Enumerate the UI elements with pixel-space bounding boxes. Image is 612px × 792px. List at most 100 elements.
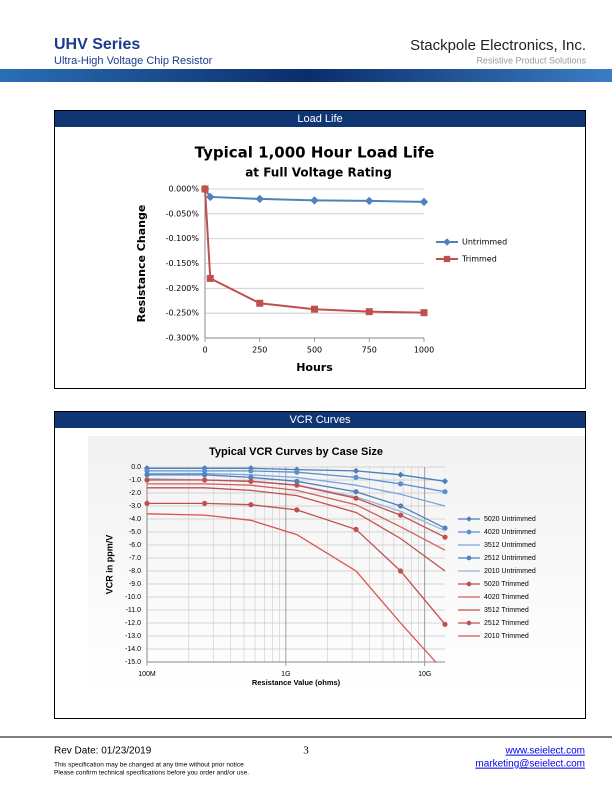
notice: This specification may be changed at any…: [54, 762, 244, 769]
marker: [206, 192, 215, 202]
marker: [365, 196, 374, 206]
marker: [466, 620, 472, 626]
y-tick-label: -5.0: [129, 529, 141, 536]
y-tick-label: -0.200%: [166, 284, 200, 293]
marker: [353, 526, 359, 533]
x-tick-label: 500: [307, 346, 322, 355]
marker: [201, 185, 209, 193]
marker: [397, 503, 404, 509]
marker: [365, 308, 373, 316]
marker: [466, 529, 472, 535]
website-link[interactable]: www.seielect.com: [505, 746, 585, 757]
legend-label: 2512 Untrimmed: [484, 555, 536, 562]
y-tick-label: -6.0: [129, 542, 141, 549]
section-heading: Load Life: [297, 113, 342, 125]
legend-label: Trimmed: [461, 255, 497, 264]
marker: [397, 568, 404, 574]
chart-subtitle: at Full Voltage Rating: [245, 166, 392, 180]
marker: [397, 512, 404, 518]
x-tick-label: 1G: [281, 671, 290, 678]
notice: Please confirm technical specifications …: [54, 770, 249, 777]
marker: [256, 299, 264, 307]
x-tick-label: 0: [202, 346, 207, 355]
marker: [443, 238, 451, 246]
marker: [442, 621, 448, 627]
marker: [466, 581, 472, 587]
marker: [202, 472, 208, 478]
marker: [311, 305, 318, 313]
marker: [248, 474, 254, 480]
marker: [202, 500, 208, 506]
series-line: [204, 188, 425, 314]
marker: [144, 500, 150, 506]
marker: [144, 472, 150, 478]
y-tick-label: -13.0: [125, 633, 141, 640]
email-link[interactable]: marketing@seielect.com: [475, 759, 585, 770]
marker: [441, 478, 449, 485]
legend-label: 4020 Untrimmed: [484, 529, 536, 536]
x-tick-label: 750: [362, 346, 377, 355]
y-tick-label: -8.0: [129, 568, 141, 575]
y-tick-label: -9.0: [129, 581, 141, 588]
y-tick-label: -0.150%: [166, 259, 200, 268]
marker: [353, 474, 359, 480]
y-tick-label: -10.0: [125, 594, 141, 601]
series-line: [147, 487, 446, 572]
y-tick-label: -14.0: [125, 646, 141, 653]
marker: [294, 469, 300, 475]
marker: [206, 274, 214, 282]
y-tick-label: -15.0: [125, 659, 141, 666]
chart-title: Typical 1,000 Hour Load Life: [195, 144, 435, 162]
marker: [248, 468, 254, 474]
y-tick-label: -11.0: [126, 607, 142, 614]
x-tick-label: 10G: [418, 671, 431, 678]
legend-label: 3512 Untrimmed: [484, 542, 536, 549]
marker: [419, 197, 429, 207]
legend-label: 5020 Trimmed: [484, 581, 529, 588]
legend-label: 4020 Trimmed: [484, 594, 529, 601]
marker: [397, 481, 404, 487]
legend-label: 3512 Trimmed: [484, 607, 529, 614]
marker: [466, 516, 472, 522]
chart-title: Typical VCR Curves by Case Size: [209, 446, 383, 458]
x-axis-label: Resistance Value (ohms): [252, 678, 341, 687]
marker: [144, 468, 150, 474]
marker: [202, 468, 208, 474]
y-tick-label: -12.0: [125, 620, 141, 627]
marker: [294, 482, 300, 488]
company: Stackpole Electronics, Inc.: [410, 37, 586, 54]
y-tick-label: -4.0: [129, 516, 141, 523]
y-tick-label: -2.0: [129, 490, 141, 497]
legend-label: 2512 Trimmed: [484, 620, 529, 627]
y-axis-label: Resistance Change: [135, 205, 148, 323]
marker: [442, 489, 448, 495]
legend-label: 2010 Untrimmed: [484, 568, 536, 575]
y-tick-label: -3.0: [129, 503, 141, 510]
marker: [466, 555, 472, 561]
marker: [420, 309, 428, 317]
x-tick-label: 100M: [138, 671, 156, 678]
marker: [201, 465, 208, 472]
y-tick-label: -0.250%: [166, 309, 200, 318]
marker: [442, 525, 448, 531]
section-bar: [55, 111, 585, 127]
y-tick-label: 0.0: [131, 464, 141, 471]
marker: [353, 495, 359, 501]
rev-date: Rev Date: 01/23/2019: [54, 746, 152, 757]
series-line: [147, 483, 446, 551]
marker: [144, 477, 150, 483]
marker: [294, 507, 300, 513]
marker: [255, 194, 264, 204]
marker: [248, 502, 254, 508]
marker: [310, 196, 319, 205]
marker: [202, 477, 208, 483]
banner: [0, 69, 612, 82]
series-line: [146, 513, 437, 663]
page-number: 3: [303, 745, 309, 757]
marker: [442, 534, 448, 540]
section-box: [54, 110, 586, 389]
marker: [353, 489, 359, 495]
x-tick-label: 250: [252, 346, 267, 355]
